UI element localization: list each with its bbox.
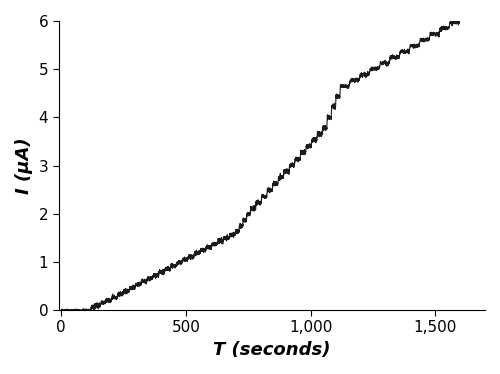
Y-axis label: I (μA): I (μA) — [15, 137, 33, 194]
X-axis label: T (seconds): T (seconds) — [213, 341, 330, 359]
